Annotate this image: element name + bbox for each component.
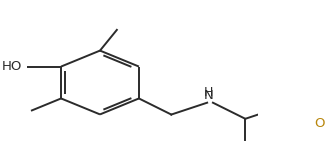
Text: O: O <box>314 116 325 130</box>
Text: N: N <box>204 89 213 102</box>
Text: H: H <box>204 86 213 99</box>
Text: HO: HO <box>1 60 22 73</box>
